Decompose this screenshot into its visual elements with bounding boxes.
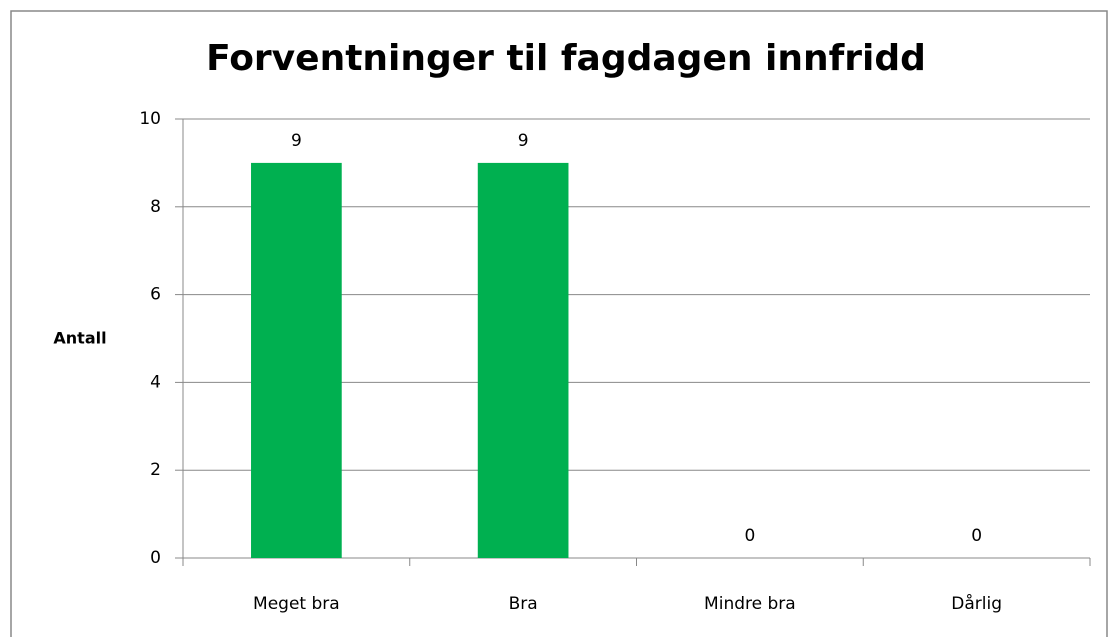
x-tick-label: Meget bra: [253, 594, 340, 614]
data-label: 9: [518, 131, 529, 151]
x-tick-label: Mindre bra: [704, 594, 796, 614]
data-label: 0: [971, 526, 982, 546]
y-axis-label: Antall: [53, 329, 106, 348]
y-tick-label: 8: [150, 197, 161, 217]
data-label: 0: [744, 526, 755, 546]
y-tick-label: 0: [150, 548, 161, 568]
bar: [477, 162, 569, 558]
x-tick-label: Bra: [509, 594, 538, 614]
chart-title: Forventninger til fagdagen innfridd: [206, 38, 926, 79]
y-tick-label: 10: [139, 109, 161, 129]
y-tick-label: 2: [150, 460, 161, 480]
data-label: 9: [291, 131, 302, 151]
bar: [251, 162, 342, 558]
y-tick-label: 6: [150, 285, 161, 305]
x-tick-label: Dårlig: [951, 593, 1002, 614]
y-tick-label: 4: [150, 372, 161, 392]
